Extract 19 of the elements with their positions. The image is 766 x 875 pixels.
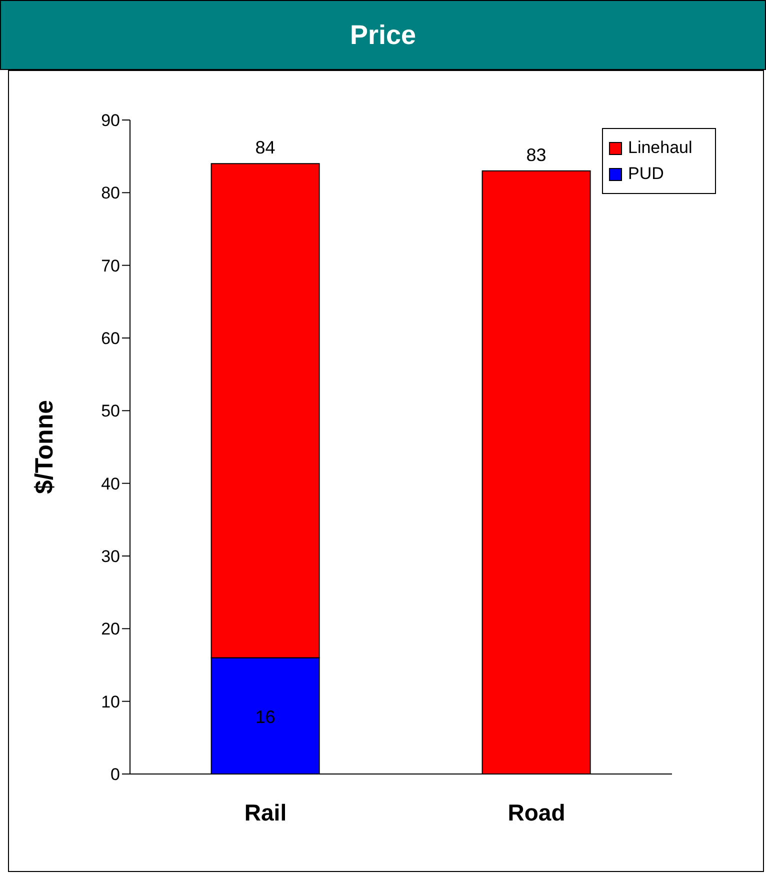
y-tick-label: 90	[101, 111, 120, 130]
chart-title: Price	[350, 20, 416, 50]
legend-label: Linehaul	[628, 138, 692, 158]
y-tick-label: 20	[101, 620, 120, 639]
x-tick-label: Road	[508, 799, 566, 826]
y-tick-label: 70	[101, 256, 120, 276]
y-tick-label: 30	[101, 547, 120, 566]
y-tick-label: 0	[110, 765, 120, 784]
y-tick-label: 10	[101, 692, 120, 712]
y-tick-label: 80	[101, 184, 120, 203]
legend-label: PUD	[628, 164, 664, 184]
y-tick-label: 50	[101, 402, 120, 421]
y-axis-title: $/Tonne	[30, 400, 60, 494]
x-tick-label: Rail	[244, 799, 287, 826]
y-tick-label: 60	[101, 329, 120, 348]
total-label: 83	[526, 144, 546, 165]
data-label: 16	[255, 706, 276, 727]
total-label: 84	[255, 138, 276, 158]
y-tick-label: 40	[101, 474, 120, 494]
